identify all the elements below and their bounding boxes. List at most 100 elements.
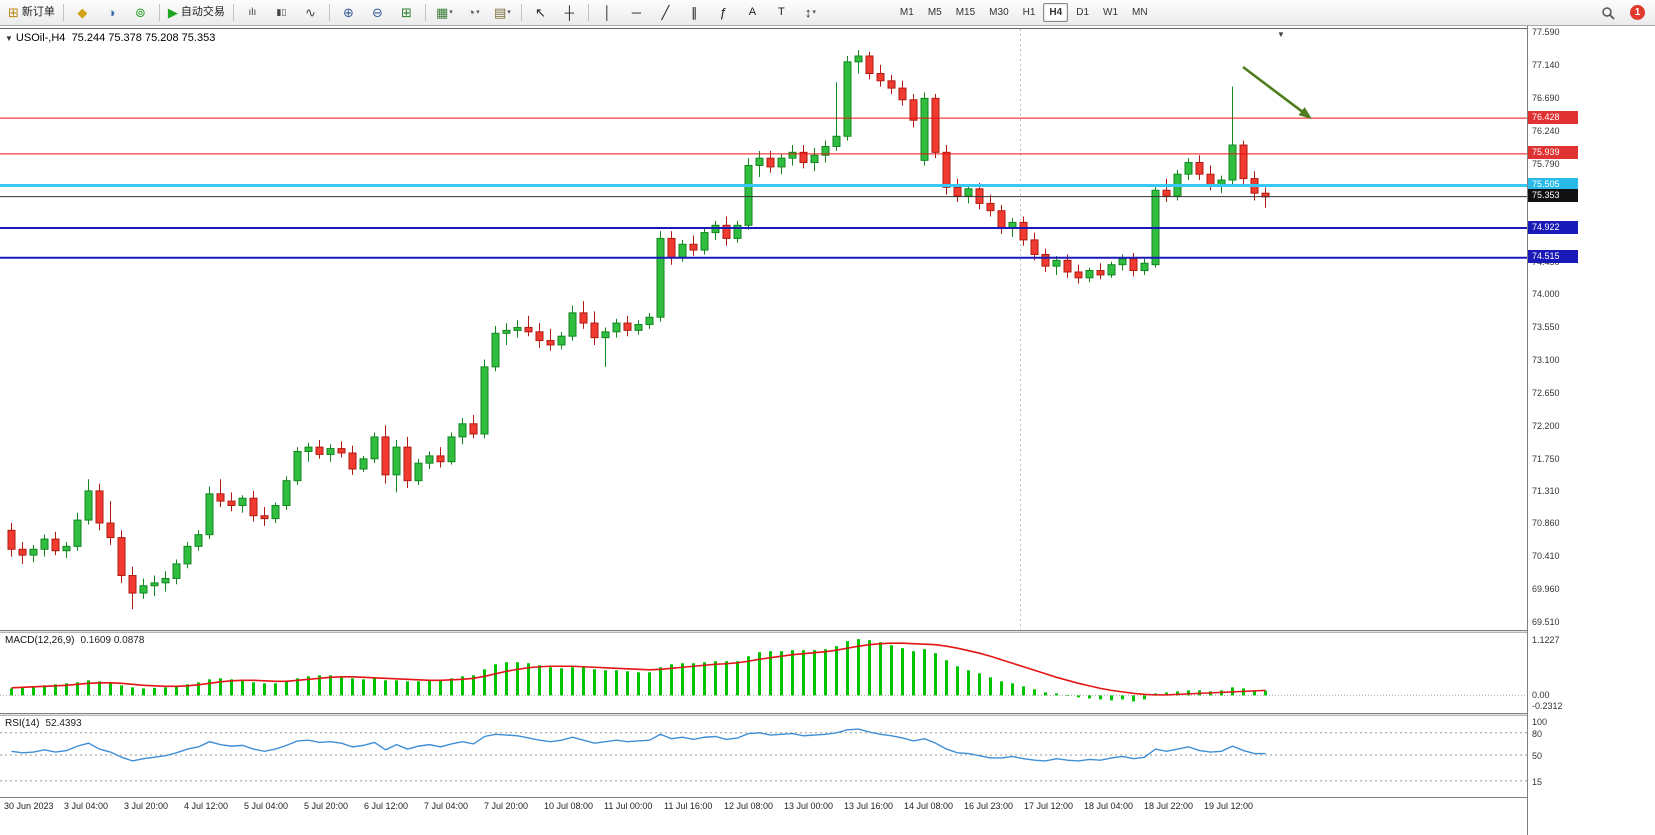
- ohlc-values: 75.244 75.378 75.208 75.353: [71, 32, 216, 44]
- fibonacci-button[interactable]: ƒ: [710, 2, 737, 24]
- rsi-axis-label: 100: [1532, 717, 1548, 727]
- period-button[interactable]: ◔ ▾: [460, 2, 487, 24]
- price-badge: 75.505: [1528, 178, 1578, 192]
- timeframe-m15[interactable]: M15: [955, 7, 976, 18]
- arrow-annotation[interactable]: [1242, 65, 1306, 115]
- macd-bar: [439, 680, 442, 696]
- vertical-line-button[interactable]: │: [594, 2, 621, 24]
- macd-bar: [329, 675, 332, 696]
- label-button[interactable]: T: [768, 2, 795, 24]
- text-button[interactable]: A: [739, 2, 766, 24]
- price-badge: 74.922: [1528, 220, 1578, 234]
- macd-bar: [747, 656, 750, 696]
- macd-bar: [417, 681, 420, 696]
- zoom-out-icon: ⊖: [371, 5, 383, 20]
- magnifier-icon: [1601, 6, 1615, 20]
- macd-bar: [494, 664, 497, 696]
- new-chart-button[interactable]: ▦ ▾: [431, 2, 458, 24]
- macd-bar: [208, 679, 211, 696]
- new-chart-icon: ▦: [436, 5, 449, 20]
- timeframe-m1[interactable]: M1: [899, 7, 914, 18]
- autotrade-button[interactable]: ▶ 自动交易: [165, 2, 228, 24]
- panel-splitter[interactable]: [0, 713, 1655, 716]
- navigator-button[interactable]: ⊚: [127, 2, 154, 24]
- rsi-canvas[interactable]: [0, 716, 1527, 794]
- timeframe-mn[interactable]: MN: [1132, 7, 1148, 18]
- panel-splitter[interactable]: [0, 630, 1655, 633]
- candlestick-chart-button[interactable]: ▮▯: [268, 2, 295, 24]
- price-axis[interactable]: 77.59077.14076.69076.24075.79074.45074.0…: [1527, 26, 1655, 835]
- rsi-title: RSI(14) 52.4393: [5, 718, 82, 729]
- timeframe-bar: M1 M5 M15 M30 H1 H4 D1 W1 MN: [893, 3, 1155, 22]
- line-chart-icon: ∿: [304, 5, 316, 20]
- macd-bar: [813, 650, 816, 696]
- macd-bar: [989, 677, 992, 696]
- rsi-axis-label: 50: [1532, 751, 1543, 761]
- timeframe-h1[interactable]: H1: [1022, 7, 1036, 18]
- time-axis[interactable]: 30 Jun 2023 3 Jul 04:00 3 Jul 20:00 4 Jul 1…: [0, 797, 1527, 820]
- macd-bar: [318, 675, 321, 696]
- price-badge: 75.353: [1528, 189, 1578, 203]
- macd-panel: MACD(12,26,9) 0.1609 0.0878: [0, 633, 1527, 713]
- horizontal-line-icon: ─: [631, 5, 642, 20]
- price-tick: 72.200: [1532, 420, 1560, 431]
- market-watch-button[interactable]: ◆: [69, 2, 96, 24]
- new-order-button[interactable]: ⊞ 新订单: [5, 2, 58, 24]
- line-chart-button[interactable]: ∿: [297, 2, 324, 24]
- macd-bar: [648, 672, 651, 696]
- toolbar-separator: [62, 4, 64, 21]
- tile-windows-button[interactable]: ⊞: [393, 2, 420, 24]
- time-label: 17 Jul 12:00: [1024, 801, 1074, 811]
- macd-bar: [109, 683, 112, 696]
- macd-bar: [1055, 693, 1058, 696]
- zoom-out-button[interactable]: ⊖: [364, 2, 391, 24]
- price-badge: 75.939: [1528, 146, 1578, 160]
- notification-badge[interactable]: 1: [1630, 5, 1645, 20]
- macd-bar: [1165, 692, 1168, 696]
- time-label: 5 Jul 04:00: [244, 801, 289, 811]
- price-tick: 76.690: [1532, 93, 1560, 104]
- macd-bar: [593, 669, 596, 696]
- bar-chart-button[interactable]: ılı: [239, 2, 266, 24]
- macd-bar: [714, 661, 717, 696]
- toolbar-separator: [424, 4, 426, 21]
- timeframe-w1[interactable]: W1: [1103, 7, 1119, 18]
- crosshair-button[interactable]: ┼: [556, 2, 583, 24]
- data-window-button[interactable]: ◑: [98, 2, 125, 24]
- macd-bar: [879, 642, 882, 696]
- timeframe-m5[interactable]: M5: [927, 7, 942, 18]
- horizontal-line-button[interactable]: ─: [623, 2, 650, 24]
- timeframe-d1[interactable]: D1: [1076, 7, 1090, 18]
- time-label: 11 Jul 16:00: [664, 801, 713, 811]
- cursor-button[interactable]: ↖: [527, 2, 554, 24]
- macd-bar: [835, 646, 838, 696]
- macd-bar: [98, 681, 101, 696]
- macd-bar: [967, 670, 970, 696]
- timeframe-m30[interactable]: M30: [989, 7, 1009, 18]
- macd-name: MACD(12,26,9): [5, 635, 75, 646]
- macd-bar: [65, 683, 68, 696]
- macd-bar: [120, 685, 123, 696]
- clock-icon: ◔: [467, 5, 476, 20]
- time-label: 19 Jul 12:00: [1204, 801, 1254, 811]
- arrows-button[interactable]: ↕ ▾: [797, 2, 824, 24]
- main-chart-canvas[interactable]: [0, 29, 1527, 631]
- macd-bar: [197, 682, 200, 696]
- channel-button[interactable]: ∥: [681, 2, 708, 24]
- collapse-triangle-icon[interactable]: ▼: [5, 34, 13, 43]
- template-button[interactable]: ▤ ▾: [489, 2, 516, 24]
- trendline-button[interactable]: ╱: [652, 2, 679, 24]
- zoom-in-button[interactable]: ⊕: [335, 2, 362, 24]
- symbol-period-label: USOil-,H4: [15, 32, 66, 44]
- time-label: 3 Jul 04:00: [64, 801, 109, 811]
- search-button[interactable]: [1594, 2, 1621, 24]
- chart-shift-marker[interactable]: ▼: [1277, 30, 1285, 39]
- macd-bar: [890, 645, 893, 696]
- rsi-value: 52.4393: [45, 718, 82, 729]
- macd-bar: [1253, 690, 1256, 696]
- timeframe-h4[interactable]: H4: [1043, 3, 1069, 22]
- macd-canvas[interactable]: [0, 633, 1527, 713]
- macd-bar: [1099, 695, 1102, 700]
- macd-bar: [769, 651, 772, 696]
- macd-bar: [142, 688, 145, 696]
